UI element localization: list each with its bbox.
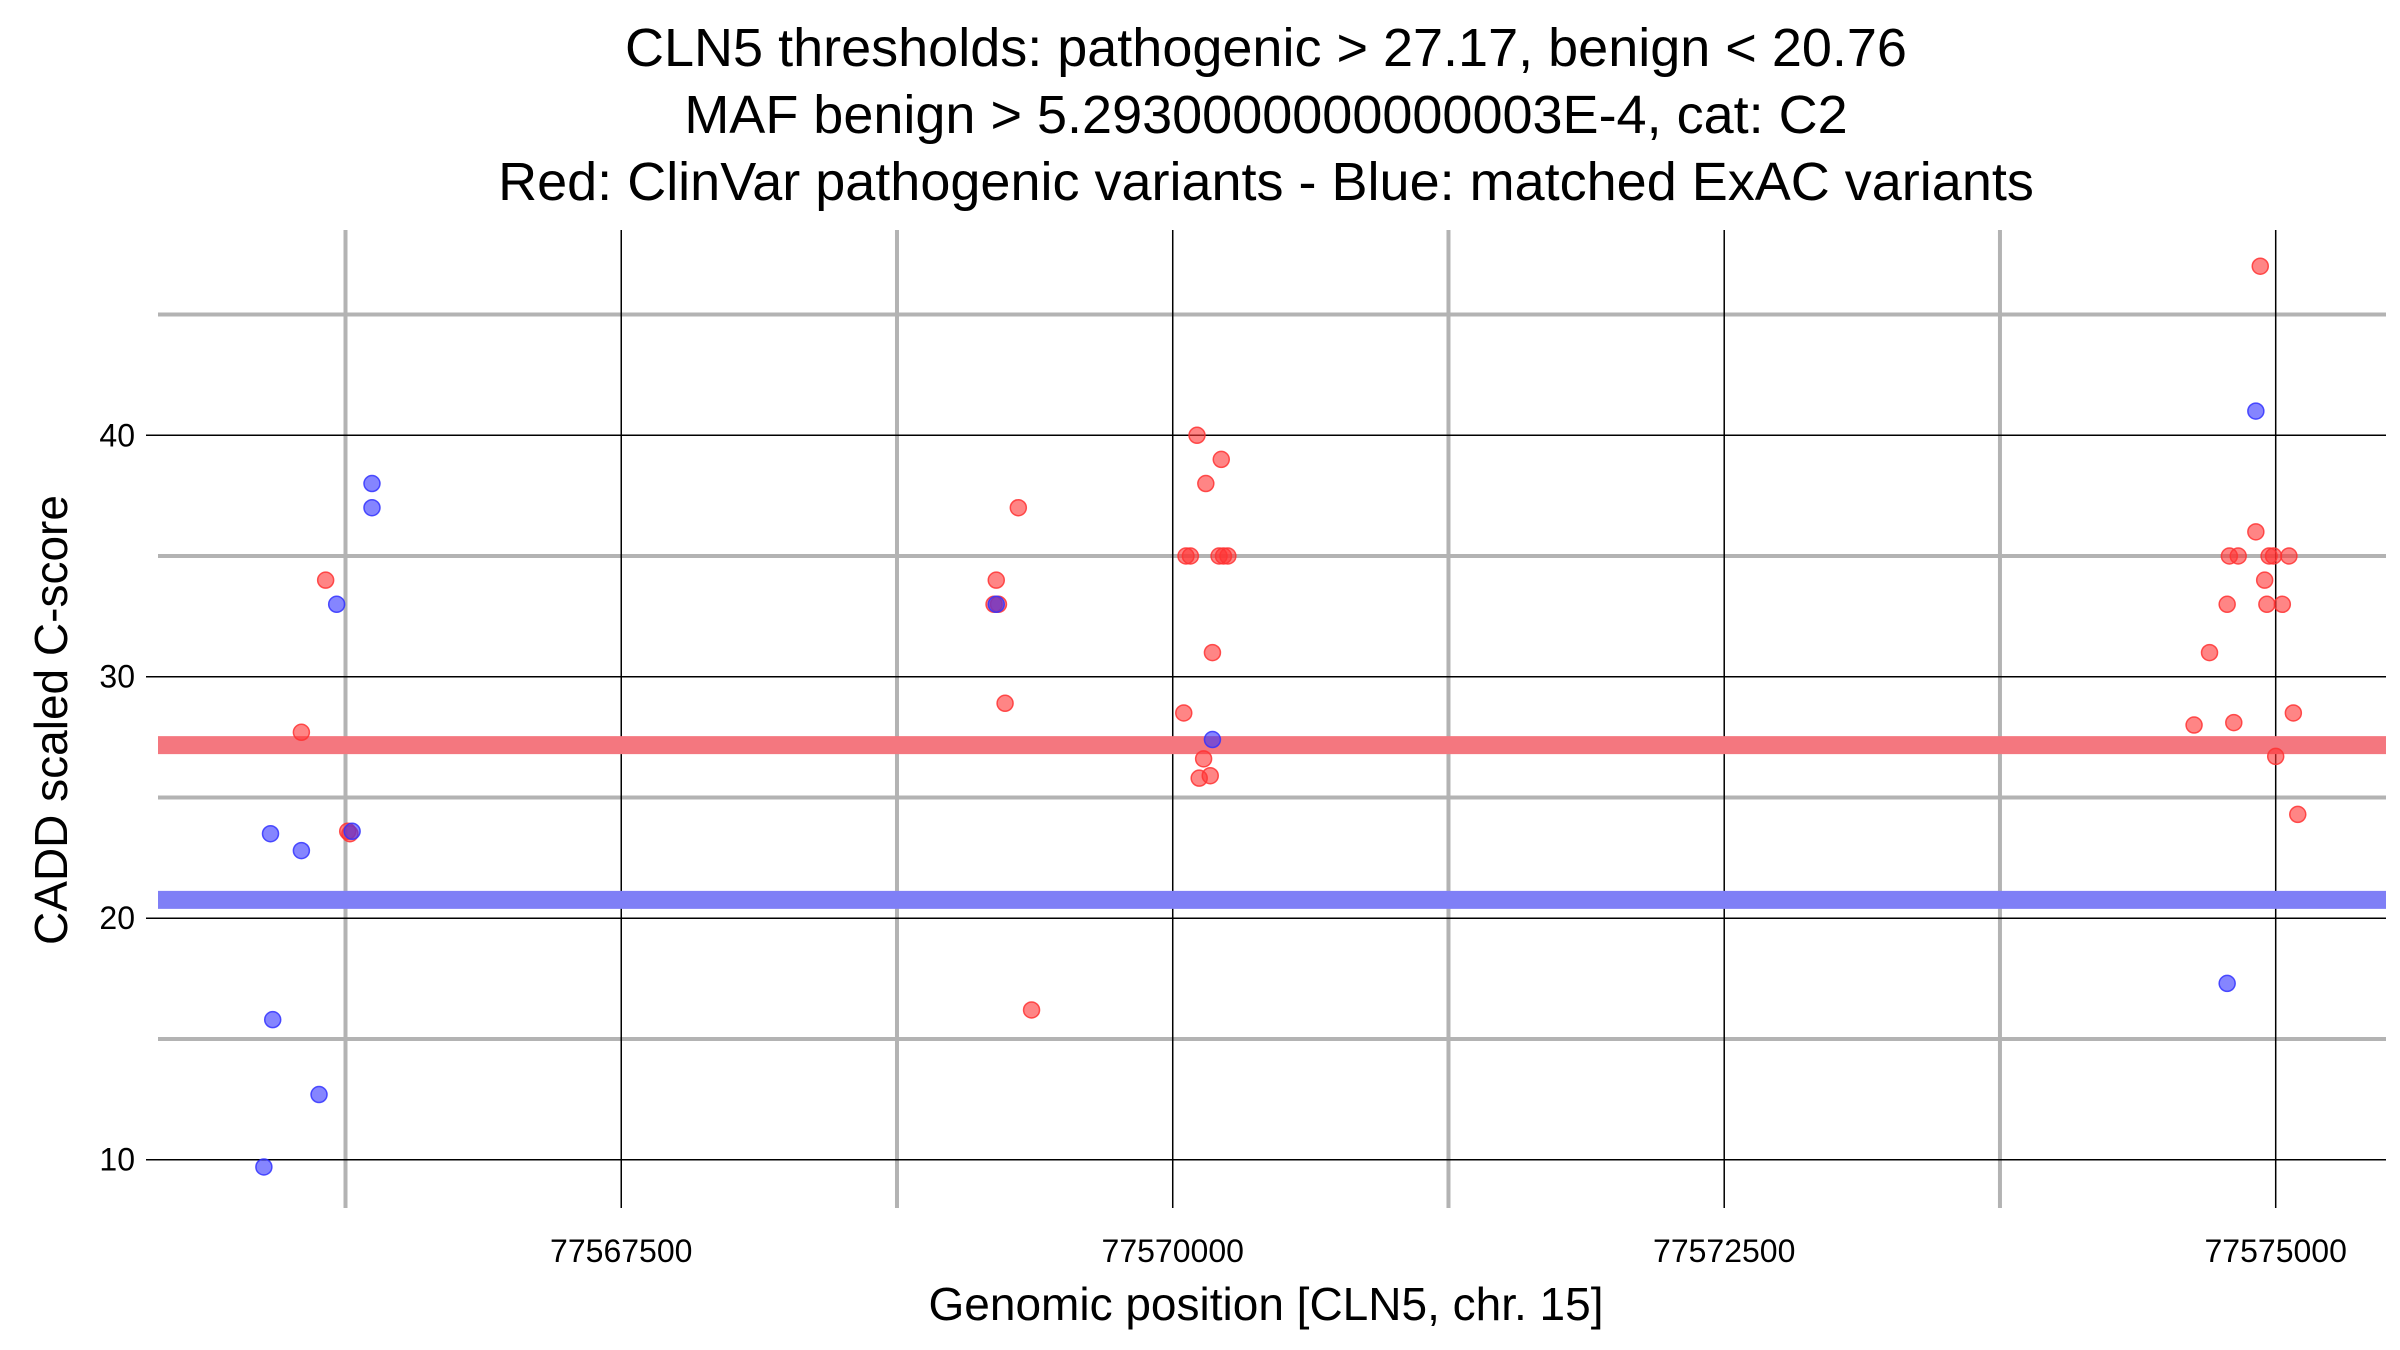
tick-labels: 77567500 77570000 77572500 77575000 10 20 30 40 — [99, 417, 2346, 1269]
pathogenic-point — [2200, 643, 2219, 662]
benign-point — [1203, 730, 1222, 749]
pathogenic-point — [1203, 643, 1222, 662]
pathogenic-point — [1022, 1001, 1041, 1019]
pathogenic-point — [2218, 595, 2236, 614]
pathogenic-point — [987, 571, 1006, 589]
pathogenic-point — [2255, 571, 2274, 589]
benign-point — [987, 595, 1006, 614]
data-points — [255, 257, 2307, 1176]
pathogenic-point — [2284, 704, 2303, 722]
pathogenic-point — [996, 694, 1014, 713]
minor-gridlines — [158, 230, 2386, 1208]
pathogenic-point — [2247, 523, 2265, 541]
y-tick-label: 30 — [99, 659, 135, 695]
chart-title-line-3: Red: ClinVar pathogenic variants - Blue:… — [498, 152, 2034, 212]
pathogenic-point — [1175, 704, 1193, 722]
pathogenic-point — [1212, 450, 1231, 469]
benign-point — [263, 1010, 282, 1029]
benign-point — [363, 474, 381, 493]
pathogenic-point — [2273, 595, 2292, 614]
benign-point — [363, 498, 381, 517]
pathogenic-point — [1009, 498, 1028, 517]
pathogenic-point — [1194, 750, 1213, 768]
chart-title: CLN5 thresholds: pathogenic > 27.17, ben… — [498, 18, 2034, 212]
chart-title-line-2: MAF benign > 5.2930000000000003E-4, cat:… — [684, 85, 1847, 145]
benign-point — [261, 824, 280, 843]
y-tick-label: 10 — [99, 1142, 135, 1178]
chart-title-line-1: CLN5 thresholds: pathogenic > 27.17, ben… — [625, 18, 1907, 78]
pathogenic-point — [2185, 716, 2203, 734]
benign-point — [2247, 402, 2265, 420]
pathogenic-point — [1219, 547, 1237, 565]
pathogenic-point — [2258, 595, 2276, 614]
y-axis-title: CADD scaled C-score — [25, 495, 77, 945]
x-tick-label: 77570000 — [1102, 1233, 1244, 1269]
x-axis-title: Genomic position [CLN5, chr. 15] — [929, 1278, 1604, 1330]
benign-point — [255, 1158, 273, 1176]
pathogenic-point — [1197, 474, 1215, 493]
x-tick-label: 77572500 — [1653, 1233, 1795, 1269]
pathogenic-point — [2289, 805, 2307, 824]
x-tick-label: 77567500 — [550, 1233, 692, 1269]
pathogenic-point — [2251, 257, 2270, 275]
pathogenic-point — [316, 571, 335, 589]
pathogenic-point — [1201, 766, 1219, 785]
y-tick-label: 40 — [99, 417, 135, 453]
benign-point — [292, 841, 311, 860]
pathogenic-point — [2229, 547, 2247, 565]
benign-point — [343, 822, 361, 841]
benign-point — [2218, 974, 2236, 993]
pathogenic-point — [1181, 547, 1200, 565]
pathogenic-point — [2280, 547, 2298, 565]
benign-point — [310, 1085, 328, 1104]
threshold-lines — [158, 736, 2386, 909]
benign-point — [327, 595, 346, 614]
pathogenic-point — [1188, 426, 1206, 445]
y-tick-label: 20 — [99, 900, 135, 936]
major-gridlines — [146, 230, 2386, 1208]
pathogenic-point — [2264, 547, 2283, 565]
x-tick-label: 77575000 — [2205, 1233, 2347, 1269]
pathogenic-point — [2266, 747, 2285, 766]
pathogenic-point — [2225, 713, 2243, 732]
pathogenic-point — [292, 723, 311, 742]
